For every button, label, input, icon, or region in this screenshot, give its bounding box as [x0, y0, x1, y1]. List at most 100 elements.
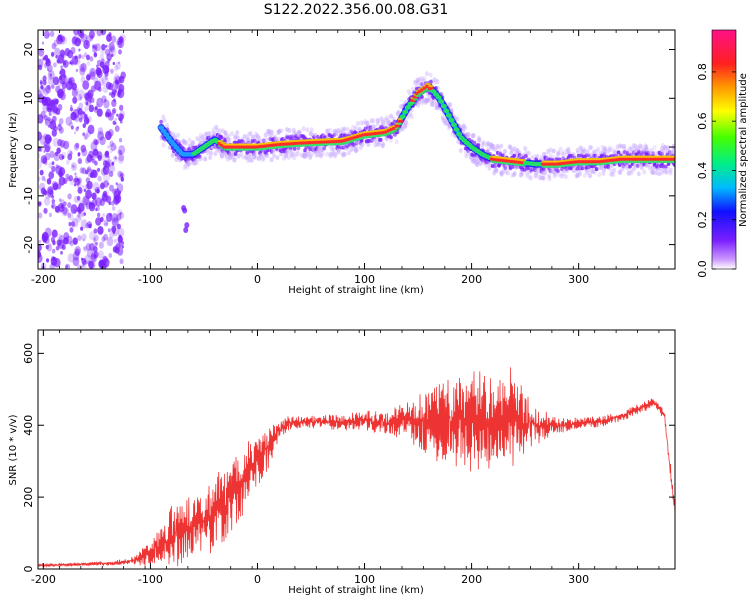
spectrogram-noise-cell	[110, 200, 115, 206]
spectrogram-noise-cell	[60, 65, 63, 69]
spectrogram-noise-cell	[111, 189, 115, 194]
spectrogram-halo-cell	[260, 157, 265, 163]
spectrogram-noise-cell	[38, 114, 44, 124]
spectrogram-noise-cell	[97, 225, 104, 235]
spectrogram-noise-cell	[68, 221, 72, 227]
spectrogram-halo-cell	[629, 146, 634, 152]
spectrogram-noise-cell	[61, 207, 68, 217]
spectrogram-noise-cell	[107, 38, 110, 42]
spectrogram-xlabel: Height of straight line (km)	[288, 285, 424, 296]
spectrogram-band-cell	[556, 169, 560, 174]
spectrogram-noise-cell	[96, 108, 103, 117]
spectrogram-halo-cell	[333, 151, 338, 157]
colorbar-ticks: 0.0 0.2 0.4 0.6 0.8	[696, 63, 736, 278]
spectrogram-noise-cell	[39, 80, 43, 84]
spectrogram-noise-cell	[108, 82, 114, 91]
spectrogram-noise-cell	[117, 227, 125, 238]
spectrogram-halo-cell	[654, 170, 659, 176]
spectrogram-noise-cell	[112, 205, 116, 211]
spectrogram-noise-cell	[113, 238, 117, 243]
spectrogram-fragment	[183, 226, 189, 233]
spectrogram-noise-cell	[67, 202, 72, 208]
spectrogram-noise-cell	[51, 84, 55, 90]
spectrogram-halo-cell	[272, 134, 277, 140]
spectrogram-noise-cell	[59, 153, 64, 161]
spectrogram-halo-cell	[354, 144, 359, 150]
snr-ytick-label: 600	[22, 343, 35, 364]
spectrogram-halo-cell	[276, 137, 281, 143]
spectrogram-halo-cell	[255, 134, 260, 140]
spectrogram-halo-cell	[301, 126, 306, 132]
spectrogram-noise-cell	[103, 219, 109, 227]
spectrogram-band-cell	[476, 143, 481, 148]
spectrogram-halo-cell	[612, 167, 617, 173]
spectrogram-noise-cell	[57, 34, 63, 42]
spectrogram-halo-cell	[269, 129, 274, 135]
spectrogram-ridge-edge	[417, 92, 424, 96]
spectrogram-halo-cell	[365, 120, 370, 126]
spectrogram-halo-cell	[227, 137, 232, 143]
spectrogram-noise-cell	[47, 33, 50, 37]
spectrogram-halo-cell	[547, 173, 552, 179]
spectrogram-halo-cell	[422, 75, 427, 81]
spectrogram-noise-cell	[118, 76, 123, 83]
spectrogram-noise-cell	[46, 244, 53, 252]
spectrogram-halo-cell	[475, 162, 480, 168]
spectrogram-halo-cell	[220, 153, 225, 159]
spectrogram-halo-cell	[552, 173, 557, 179]
spectrogram-halo-cell	[525, 170, 530, 176]
spectrogram-halo-cell	[547, 176, 552, 182]
spectrogram-noise-cell	[81, 62, 87, 71]
spectrogram-band-cell	[520, 167, 524, 172]
spectrogram-noise-cell	[82, 132, 86, 136]
spectrogram-halo-cell	[371, 124, 376, 130]
spectrogram-noise-cell	[87, 89, 94, 99]
spectrogram-halo-cell	[529, 155, 534, 161]
spectrogram-noise-cell	[86, 154, 93, 163]
spectrogram-noise-cell	[60, 143, 64, 149]
spectrogram-noise-cell	[48, 171, 55, 180]
spectrogram-noise-cell	[108, 164, 115, 173]
spectrogram-noise-cell	[52, 182, 59, 191]
spectrogram-noise-cell	[90, 251, 97, 260]
spectrogram-xtick-label: -100	[138, 273, 163, 286]
spectrogram-halo-cell	[249, 157, 254, 163]
spectrogram-noise-cell	[110, 35, 117, 43]
spectrogram-halo-cell	[381, 141, 386, 147]
spectrogram-halo-cell	[404, 119, 409, 125]
spectrogram-noise-cell	[82, 123, 86, 129]
spectrogram-halo-cell	[246, 157, 251, 163]
spectrogram-noise-cell	[113, 76, 118, 83]
spectrogram-noise-cell	[96, 59, 102, 67]
spectrogram-noise-cell	[71, 55, 79, 66]
spectrogram-noise-cell	[111, 225, 117, 233]
spectrogram-halo-cell	[609, 171, 614, 177]
spectrogram-noise-cell	[84, 169, 89, 175]
spectrogram-halo-cell	[610, 168, 615, 174]
spectrogram-noise-cell	[47, 186, 54, 195]
spectrogram-band-cell	[367, 138, 372, 143]
spectrogram-noise-cell	[87, 124, 95, 135]
spectrogram-noise-cell	[47, 69, 55, 80]
spectrogram-noise-cell	[108, 184, 115, 192]
spectrogram-halo-cell	[223, 130, 228, 136]
spectrogram-frame	[37, 29, 676, 270]
spectrogram-halo-cell	[525, 173, 530, 179]
spectrogram-noise-cell	[109, 231, 115, 239]
spectrogram-halo-cell	[237, 153, 242, 159]
spectrogram-noise-cell	[81, 148, 88, 157]
spectrogram-noise-cell	[81, 132, 85, 137]
spectrogram-halo-cell	[360, 142, 365, 148]
spectrogram-noise-cell	[121, 240, 124, 245]
spectrogram-noise-cell	[98, 186, 101, 190]
spectrogram-halo-cell	[259, 154, 264, 160]
spectrogram-noise-cell	[89, 67, 96, 77]
spectrogram-halo-cell	[558, 146, 563, 152]
spectrogram-noise-cell	[58, 123, 61, 127]
spectrogram-band-cell	[370, 138, 374, 143]
spectrogram-halo-cell	[350, 124, 355, 130]
spectrogram-noise-cell	[82, 238, 85, 242]
spectrogram-noise-cell	[97, 250, 104, 259]
spectrogram-halo-cell	[582, 173, 587, 179]
spectrogram-noise-cell	[75, 68, 79, 73]
